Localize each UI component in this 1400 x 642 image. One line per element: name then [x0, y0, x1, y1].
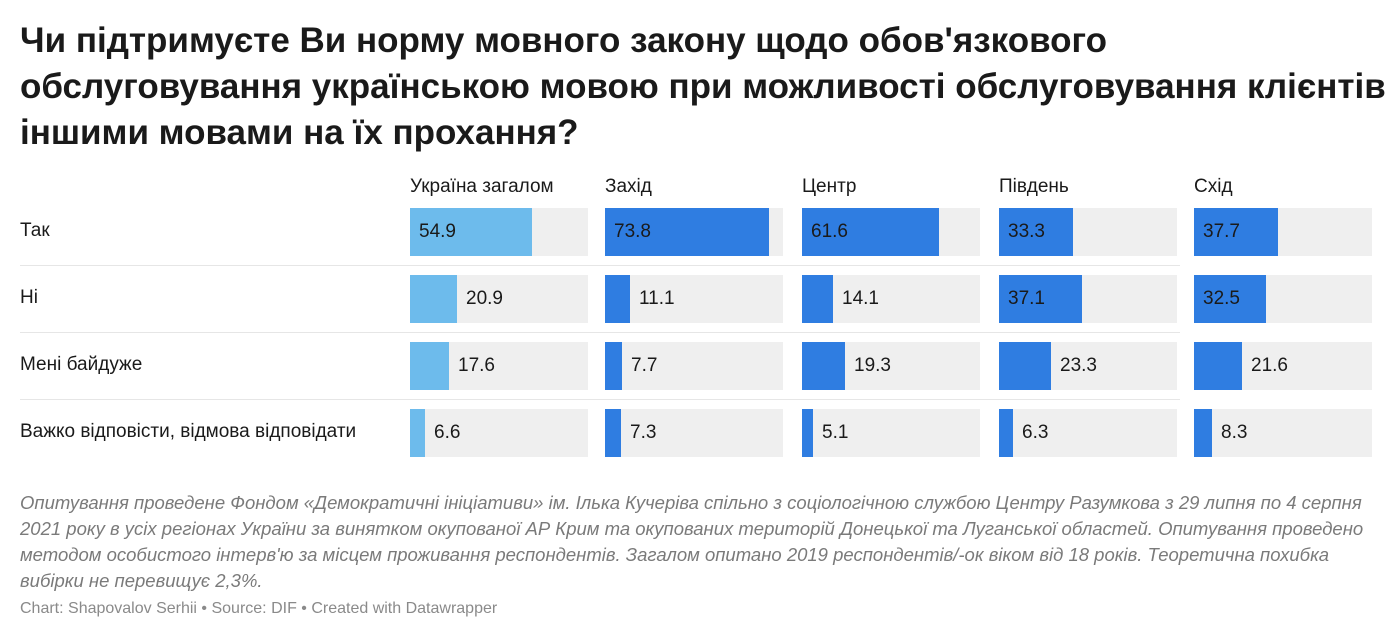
chart-footer: Chart: Shapovalov Serhii • Source: DIF •…: [20, 600, 498, 617]
bar: [410, 342, 449, 390]
bar-track: 17.6: [410, 342, 588, 390]
bar-value-label: 17.6: [458, 355, 495, 376]
bar: [1194, 208, 1278, 256]
bar-track: 61.6: [802, 208, 980, 256]
bar-value-label: 61.6: [811, 221, 848, 242]
chart-title: Чи підтримуєте Ви норму мовного закону щ…: [20, 21, 1386, 152]
bar-track: 14.1: [802, 275, 980, 323]
row-label: Важко відповісти, відмова відповідати: [20, 421, 357, 442]
bar-value-label: 5.1: [822, 422, 849, 443]
bar: [410, 409, 425, 457]
bar-value-label: 11.1: [639, 288, 675, 309]
column-header: Україна загалом: [410, 176, 554, 197]
bar-track: 6.6: [410, 409, 588, 457]
bar: [1194, 342, 1242, 390]
bar: [1194, 409, 1212, 457]
bar-value-label: 7.7: [631, 355, 658, 376]
bar-track: 37.7: [1194, 208, 1372, 256]
bar: [999, 409, 1013, 457]
bar: [802, 342, 845, 390]
bar-value-label: 32.5: [1203, 288, 1240, 309]
bar-value-label: 54.9: [419, 221, 456, 242]
column-header: Схід: [1194, 176, 1233, 197]
bar-track: 19.3: [802, 342, 980, 390]
bar: [802, 208, 939, 256]
bar-value-label: 19.3: [854, 355, 891, 376]
bar: [605, 409, 621, 457]
bar-track: 73.8: [605, 208, 783, 256]
bar-track: 37.1: [999, 275, 1177, 323]
bar-track: 8.3: [1194, 409, 1372, 457]
bar-track: 54.9: [410, 208, 588, 256]
row-separator: [20, 399, 1180, 400]
bar-value-label: 21.6: [1251, 355, 1288, 376]
row-separator: [20, 332, 1180, 333]
bar-value-label: 6.3: [1022, 422, 1049, 443]
bar: [999, 275, 1082, 323]
bar-value-label: 20.9: [466, 288, 503, 309]
bar-value-label: 8.3: [1221, 422, 1248, 443]
bar-value-label: 37.1: [1008, 288, 1045, 309]
bar-value-label: 23.3: [1060, 355, 1097, 376]
column-header: Південь: [999, 176, 1069, 197]
bar-value-label: 7.3: [630, 422, 657, 443]
row-label: Ні: [20, 287, 38, 308]
bar-track: 7.3: [605, 409, 783, 457]
bar: [410, 275, 457, 323]
column-header: Центр: [802, 176, 857, 197]
bar-track: 21.6: [1194, 342, 1372, 390]
bar-track: 23.3: [999, 342, 1177, 390]
row-label: Так: [20, 220, 50, 241]
bar-value-label: 6.6: [434, 422, 461, 443]
bar: [802, 275, 833, 323]
bar: [410, 208, 532, 256]
bar-track: 33.3: [999, 208, 1177, 256]
bar: [605, 342, 622, 390]
bar-value-label: 37.7: [1203, 221, 1240, 242]
bar: [605, 275, 630, 323]
bar-value-label: 33.3: [1008, 221, 1045, 242]
bar: [999, 208, 1073, 256]
bar: [999, 342, 1051, 390]
bar-track: 32.5: [1194, 275, 1372, 323]
bar-value-label: 73.8: [614, 221, 651, 242]
bar-value-label: 14.1: [842, 288, 879, 309]
chart-notes: Опитування проведене Фондом «Демократичн…: [20, 492, 1364, 591]
bar: [605, 208, 769, 256]
bar: [802, 409, 813, 457]
column-header: Захід: [605, 176, 652, 197]
bar-track: 20.9: [410, 275, 588, 323]
small-multiples-bar-chart: Україна загалом Захід Центр Південь Схід Так Н…: [0, 170, 1400, 470]
row-separator: [20, 265, 1180, 266]
bar-track: 6.3: [999, 409, 1177, 457]
bar: [1194, 275, 1266, 323]
bar-track: 5.1: [802, 409, 980, 457]
row-label: Мені байдуже: [20, 354, 143, 375]
bar-track: 7.7: [605, 342, 783, 390]
bar-track: 11.1: [605, 275, 783, 323]
